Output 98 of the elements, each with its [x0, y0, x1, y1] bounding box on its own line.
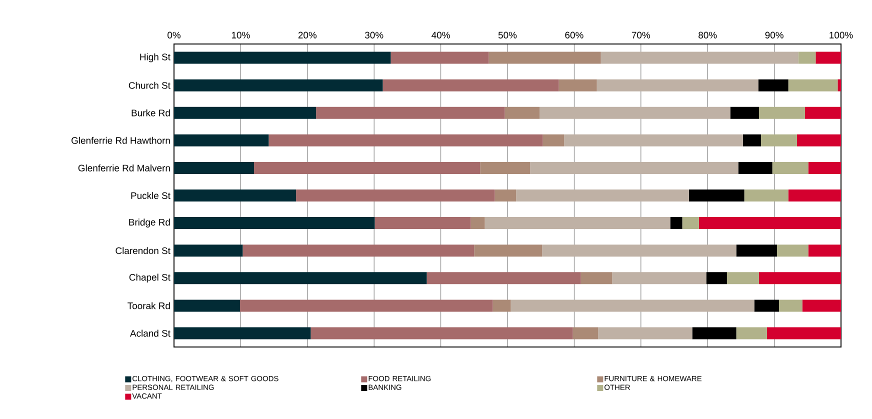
- x-tick-label: 90%: [765, 32, 784, 38]
- y-tick-label: Church St: [128, 82, 170, 89]
- bar: [772, 162, 808, 174]
- x-tick-label: 0%: [168, 32, 181, 38]
- x-tick-label: 70%: [632, 32, 650, 38]
- bar: [174, 327, 311, 340]
- bar: [174, 217, 375, 230]
- y-tick-label: High St: [140, 53, 170, 62]
- bar: [558, 79, 597, 92]
- bar: [174, 244, 243, 257]
- y-tick-label: Glenferrie Rd Hawthorn: [72, 136, 170, 144]
- bar: [254, 162, 480, 174]
- bar: [516, 190, 689, 202]
- bar: [788, 79, 838, 92]
- bar: [802, 300, 842, 312]
- y-tick-label: Puckle St: [131, 192, 170, 199]
- bar: [598, 327, 692, 340]
- bar: [776, 244, 808, 257]
- bar: [736, 327, 767, 340]
- bar: [174, 52, 391, 64]
- bar: [742, 134, 761, 146]
- bar: [530, 162, 738, 174]
- bar: [542, 134, 564, 146]
- bar: [788, 190, 842, 202]
- bar: [174, 162, 254, 174]
- bar: [808, 244, 842, 257]
- bar: [612, 272, 706, 284]
- bar: [390, 52, 489, 64]
- y-tick-label: Chapel St: [129, 274, 170, 283]
- bar: [670, 217, 682, 230]
- bar: [542, 244, 736, 257]
- x-tick-label: 40%: [432, 32, 450, 38]
- bar: [242, 244, 474, 257]
- bar: [698, 217, 842, 230]
- bar: [310, 327, 573, 340]
- bar: [778, 300, 802, 312]
- bar: [692, 327, 736, 340]
- bar: [760, 134, 797, 146]
- y-tick-label: Acland St: [130, 330, 170, 337]
- y-tick-label: Burke Rd: [132, 109, 170, 116]
- x-tick-label: 50%: [498, 32, 517, 38]
- y-tick-label: Glenferrie Rd Malvern: [78, 164, 170, 172]
- bar: [474, 244, 542, 257]
- bar: [174, 300, 240, 312]
- bar: [758, 272, 842, 284]
- bar: [758, 79, 788, 92]
- bar: [682, 217, 699, 230]
- bar: [796, 134, 842, 146]
- bar: [754, 300, 779, 312]
- y-tick-label: Toorak Rd: [128, 302, 170, 310]
- bar: [382, 79, 559, 92]
- bar: [174, 106, 316, 119]
- bar: [540, 106, 730, 119]
- bar: [600, 52, 798, 64]
- x-tick-label: 60%: [565, 32, 584, 38]
- bar: [316, 106, 505, 119]
- bar: [480, 162, 530, 174]
- bar: [426, 272, 581, 284]
- bar: [374, 217, 471, 230]
- bar: [730, 106, 759, 119]
- bar: [758, 106, 805, 119]
- y-tick-label: Clarendon St: [116, 247, 170, 254]
- bar: [174, 272, 427, 284]
- bar: [296, 190, 495, 202]
- bar: [492, 300, 511, 312]
- bar: [596, 79, 758, 92]
- bar: [726, 272, 759, 284]
- bar: [484, 217, 670, 230]
- bar: [564, 134, 743, 146]
- bar: [808, 162, 842, 174]
- bar: [470, 217, 485, 230]
- bar: [174, 134, 269, 146]
- bar: [804, 106, 842, 119]
- bar: [798, 52, 816, 64]
- bar: [494, 190, 516, 202]
- x-tick-label: 20%: [298, 32, 317, 38]
- bar: [510, 300, 754, 312]
- bar: [572, 327, 598, 340]
- bar: [580, 272, 612, 284]
- bar: [766, 327, 842, 340]
- bar: [816, 52, 842, 64]
- bar: [744, 190, 788, 202]
- y-tick-label: Bridge Rd: [129, 218, 170, 228]
- x-tick-label: 30%: [364, 32, 384, 38]
- bar: [706, 272, 727, 284]
- bar: [268, 134, 543, 146]
- bar: [240, 300, 493, 312]
- bar: [488, 52, 601, 64]
- bar: [504, 106, 540, 119]
- bar: [688, 190, 744, 202]
- bar: [174, 79, 383, 92]
- bar: [736, 244, 777, 257]
- x-tick-label: 80%: [698, 32, 717, 38]
- bar: [838, 79, 842, 92]
- x-tick-label: 10%: [232, 32, 250, 38]
- bar: [738, 162, 772, 174]
- bar: [174, 190, 296, 202]
- x-tick-label: 100%: [830, 32, 853, 38]
